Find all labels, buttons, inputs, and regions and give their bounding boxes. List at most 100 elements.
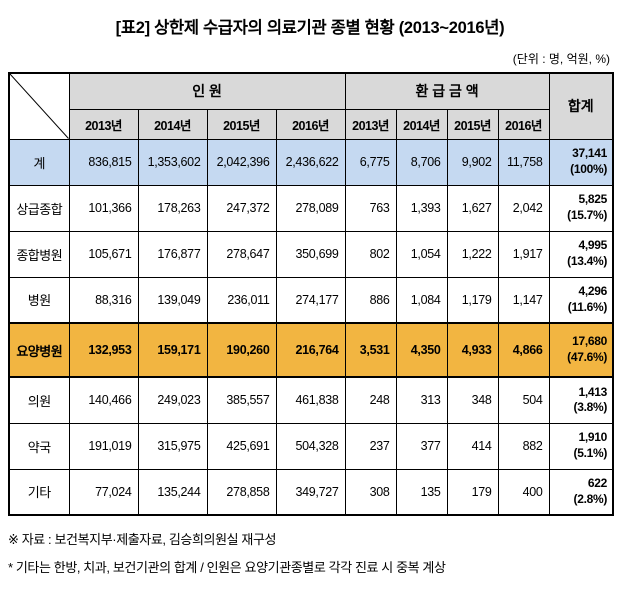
- table-cell: 350,699: [275, 230, 346, 278]
- footnote-note: * 기타는 한방, 치과, 보건기관의 합계 / 인원은 요양기관종별로 각각 …: [8, 560, 446, 575]
- table-cell: 278,647: [206, 230, 277, 278]
- year-header: 2014년: [395, 108, 448, 140]
- table-cell: 6,775: [344, 138, 397, 186]
- total-pct: (11.6%): [567, 299, 608, 314]
- year-header: 2013년: [68, 108, 139, 140]
- table-cell: 315,975: [137, 422, 208, 470]
- table-cell: 425,691: [206, 422, 277, 470]
- total-pct: (47.6%): [567, 350, 608, 364]
- table-cell: 278,089: [275, 184, 346, 232]
- table-cell: 2,436,622: [275, 138, 346, 186]
- total-cell: 4,296 (11.6%): [548, 276, 614, 324]
- table-cell: 377: [395, 422, 448, 470]
- header-row-groups: 인 원 환 급 금 액 합계: [8, 72, 614, 140]
- footnote-source: ※ 자료 : 보건복지부·제출자료, 김승희의원실 재구성: [8, 532, 277, 547]
- corner-cell: [8, 72, 70, 140]
- table-cell: 763: [344, 184, 397, 232]
- table-cell: 2,042: [497, 184, 550, 232]
- total-cell: 37,141 (100%): [548, 138, 614, 186]
- table-row-highlighted: 요양병원 132,953 159,171 190,260 216,764 3,5…: [8, 322, 614, 378]
- table-cell: 216,764: [275, 322, 346, 378]
- total-cell: 17,680 (47.6%): [548, 322, 614, 378]
- total-pct: (100%): [570, 162, 608, 176]
- total-cell: 4,995 (13.4%): [548, 230, 614, 278]
- total-pct: (5.1%): [573, 446, 608, 460]
- row-label: 병원: [8, 276, 70, 324]
- table-cell: 179: [446, 468, 499, 516]
- table-cell: 308: [344, 468, 397, 516]
- table-cell: 1,084: [395, 276, 448, 324]
- header-row-years: 2013년 2014년 2015년 2016년 2013년 2014년 2015…: [9, 108, 613, 140]
- table-cell: 886: [344, 276, 397, 324]
- total-value: 17,680: [572, 334, 608, 349]
- table-cell: 190,260: [206, 322, 277, 378]
- row-label: 의원: [8, 376, 70, 424]
- total-pct: (3.8%): [573, 400, 608, 415]
- table-cell: 461,838: [275, 376, 346, 424]
- row-label: 상급종합: [8, 184, 70, 232]
- table-cell: 1,179: [446, 276, 499, 324]
- table-row: 종합병원 105,671 176,877 278,647 350,699 802…: [8, 230, 614, 278]
- table-cell: 1,917: [497, 230, 550, 278]
- table-cell: 1,627: [446, 184, 499, 232]
- table-row: 약국 191,019 315,975 425,691 504,328 237 3…: [8, 422, 614, 470]
- table-cell: 4,933: [446, 322, 499, 378]
- table-row: 병원 88,316 139,049 236,011 274,177 886 1,…: [8, 276, 614, 324]
- total-pct: (13.4%): [567, 254, 608, 268]
- row-label: 기타: [8, 468, 70, 516]
- table-cell: 178,263: [137, 184, 208, 232]
- table-cell: 3,531: [344, 322, 397, 378]
- table-cell: 176,877: [137, 230, 208, 278]
- group-header-people: 인 원: [68, 72, 346, 110]
- unit-note: (단위 : 명, 억원, %): [512, 52, 610, 66]
- total-cell: 622 (2.8%): [548, 468, 614, 516]
- total-value: 37,141: [572, 146, 608, 161]
- total-value: 4,296: [578, 284, 608, 299]
- table-cell: 191,019: [68, 422, 139, 470]
- table-cell: 249,023: [137, 376, 208, 424]
- row-label: 요양병원: [8, 322, 70, 378]
- table-cell: 101,366: [68, 184, 139, 232]
- total-column-header: 합계: [548, 72, 614, 140]
- total-cell: 5,825 (15.7%): [548, 184, 614, 232]
- total-cell: 1,910 (5.1%): [548, 422, 614, 470]
- table-cell: 882: [497, 422, 550, 470]
- year-header: 2013년: [344, 108, 397, 140]
- table-cell: 349,727: [275, 468, 346, 516]
- row-label: 종합병원: [8, 230, 70, 278]
- table-cell: 247,372: [206, 184, 277, 232]
- total-value: 1,910: [578, 430, 608, 445]
- table-cell: 135,244: [137, 468, 208, 516]
- table-row-total: 계 836,815 1,353,602 2,042,396 2,436,622 …: [8, 138, 614, 186]
- table-cell: 274,177: [275, 276, 346, 324]
- total-pct: (2.8%): [573, 491, 608, 506]
- table-cell: 400: [497, 468, 550, 516]
- data-table: 인 원 환 급 금 액 합계 2013년 2014년 2015년 2016년 2…: [8, 72, 615, 516]
- table-body: 계 836,815 1,353,602 2,042,396 2,436,622 …: [8, 138, 614, 516]
- row-label: 약국: [8, 422, 70, 470]
- table-cell: 77,024: [68, 468, 139, 516]
- table-row: 기타 77,024 135,244 278,858 349,727 308 13…: [8, 468, 614, 516]
- group-header-refund: 환 급 금 액: [344, 72, 550, 110]
- table-cell: 4,350: [395, 322, 448, 378]
- table-cell: 504,328: [275, 422, 346, 470]
- table-cell: 88,316: [68, 276, 139, 324]
- year-header: 2014년: [137, 108, 208, 140]
- table-cell: 248: [344, 376, 397, 424]
- table-cell: 802: [344, 230, 397, 278]
- table-cell: 237: [344, 422, 397, 470]
- total-cell: 1,413 (3.8%): [548, 376, 614, 424]
- table-cell: 313: [395, 376, 448, 424]
- table-header: 인 원 환 급 금 액 합계 2013년 2014년 2015년 2016년 2…: [8, 72, 614, 140]
- table-cell: 135: [395, 468, 448, 516]
- table-cell: 385,557: [206, 376, 277, 424]
- table-cell: 159,171: [137, 322, 208, 378]
- total-value: 1,413: [578, 384, 608, 399]
- table-cell: 4,866: [497, 322, 550, 378]
- row-label: 계: [8, 138, 70, 186]
- table-cell: 9,902: [446, 138, 499, 186]
- table-row: 상급종합 101,366 178,263 247,372 278,089 763…: [8, 184, 614, 232]
- table-cell: 139,049: [137, 276, 208, 324]
- table-cell: 504: [497, 376, 550, 424]
- diagonal-line-icon: [10, 74, 69, 139]
